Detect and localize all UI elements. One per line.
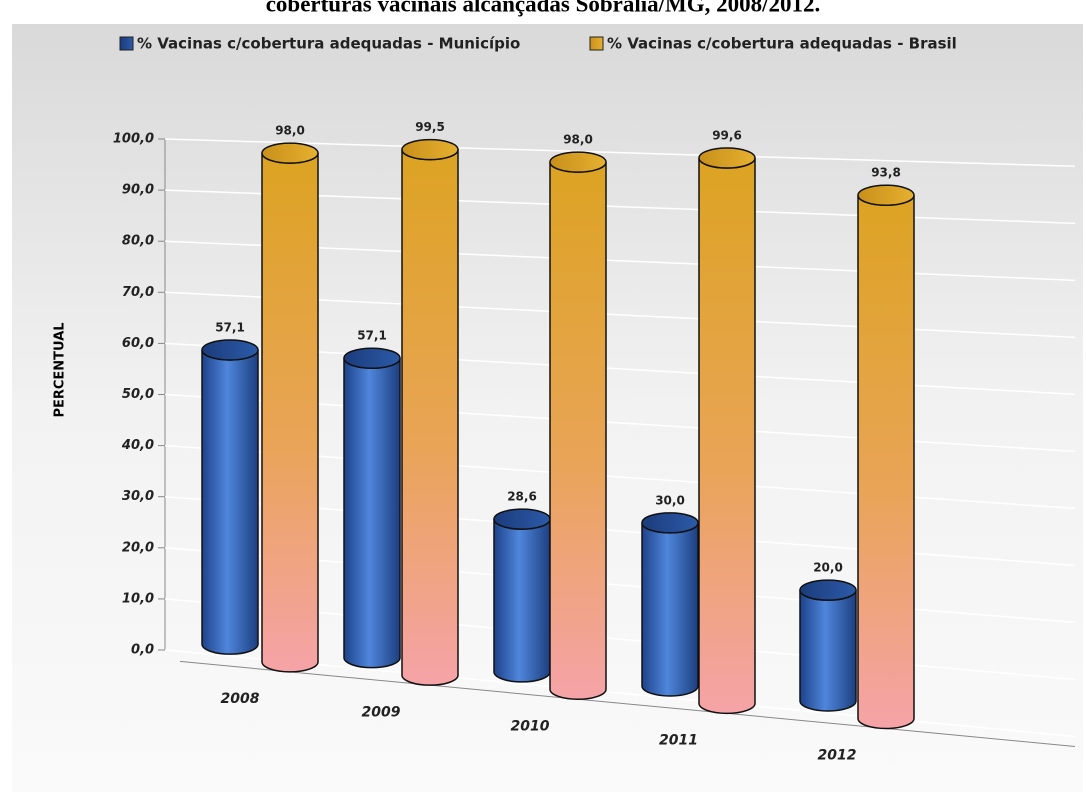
bar-cap [549,151,607,173]
bar [641,522,699,697]
bar-cap [343,347,401,369]
x-tick-label: 2012 [818,748,857,764]
data-label: 30,0 [655,493,685,507]
grid-line [164,138,1076,168]
chart-title: coberturas vacinais alcançadas Sobrália/… [266,0,821,16]
y-tick-label: 100,0 [113,132,154,147]
x-tick-label: 2009 [362,704,401,720]
y-tick-label: 70,0 [122,285,154,300]
y-tick-label: 90,0 [122,183,154,198]
x-tick-label: 2008 [221,691,260,707]
x-tick-label: 2010 [511,719,550,735]
bar [799,590,857,712]
bar [493,518,551,683]
bar-cap [641,512,699,534]
y-tick-label: 30,0 [122,489,154,504]
bar-cap [201,339,259,361]
data-label: 98,0 [275,124,305,138]
data-label: 99,5 [415,120,445,134]
bar [857,195,915,730]
data-label: 57,1 [215,320,245,334]
data-label: 93,8 [871,166,901,180]
legend-label: % Vacinas c/cobertura adequadas - Brasil [607,35,957,53]
legend-swatch [119,36,134,51]
data-label: 57,1 [357,329,387,343]
y-tick-label: 80,0 [122,234,154,249]
bar [698,157,756,715]
bar [401,149,459,686]
y-tick-label: 10,0 [122,591,154,606]
data-label: 98,0 [563,133,593,147]
bar-cap [261,142,319,164]
y-tick-label: 50,0 [122,387,154,402]
bar [261,152,319,673]
bar-cap [857,184,915,206]
legend-swatch [589,36,604,51]
y-tick-label: 60,0 [122,336,154,351]
bar [201,349,259,655]
data-label: 20,0 [813,561,843,575]
y-tick-label: 40,0 [121,438,154,453]
bar-cap [493,508,551,530]
y-tick-label: 20,0 [122,540,154,555]
data-label: 99,6 [712,129,742,143]
bar-cap [698,147,756,169]
legend-label: % Vacinas c/cobertura adequadas - Municí… [137,35,520,53]
bar [549,162,607,700]
bar-cap [401,138,459,161]
bar [343,358,401,669]
data-label: 28,6 [507,490,537,504]
y-tick-label: 0,0 [131,643,154,658]
x-axis [179,660,1076,747]
x-tick-label: 2011 [659,733,698,749]
y-axis-label: PERCENTUAL [53,322,68,417]
bar-cap [799,579,857,601]
